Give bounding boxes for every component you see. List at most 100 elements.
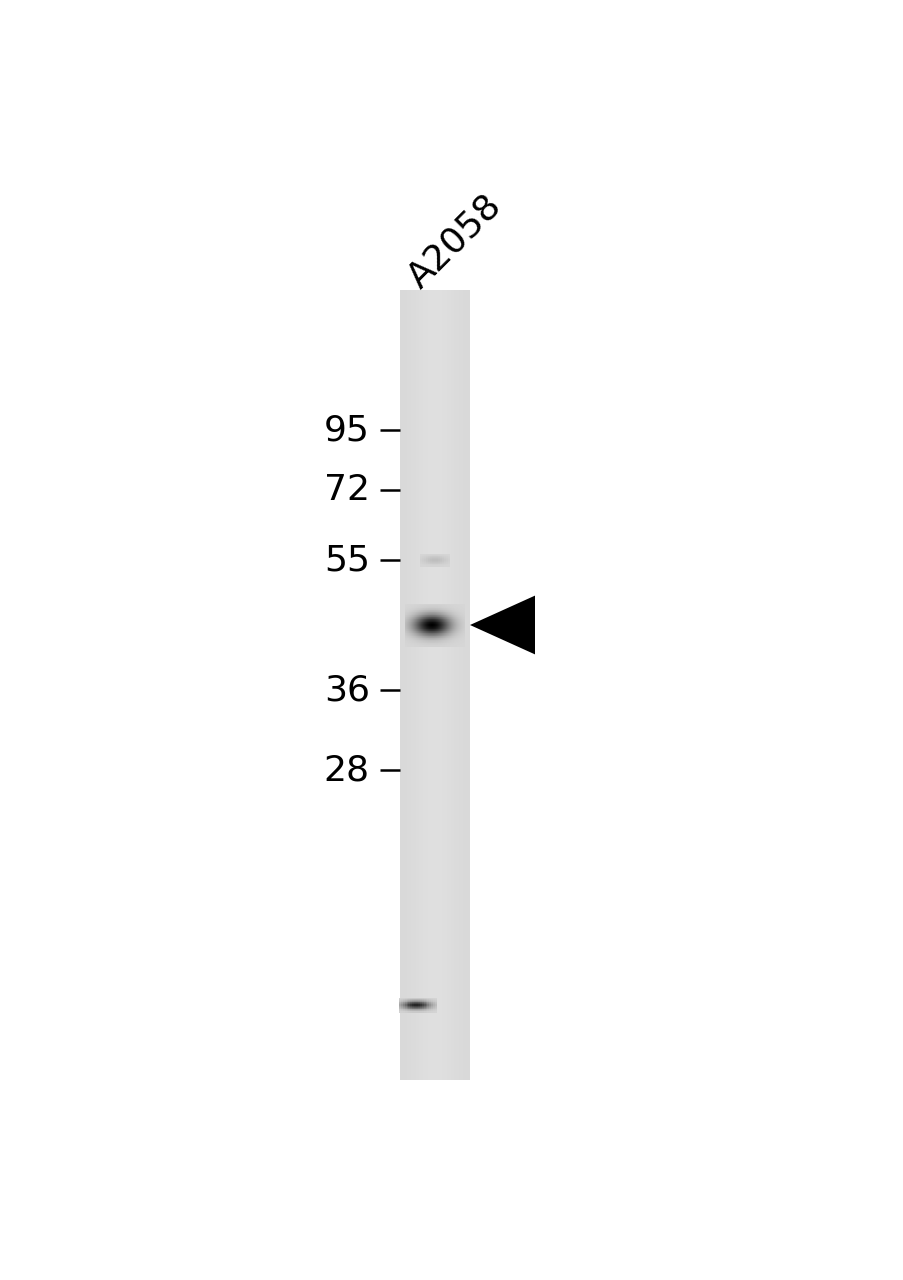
Bar [422,563,424,564]
Bar [423,291,424,1080]
Bar [464,291,466,1080]
Bar [445,554,448,556]
Bar [443,554,446,556]
Bar [447,291,448,1080]
Bar [449,291,450,1080]
Bar [433,566,436,567]
Bar [445,561,448,562]
Bar [440,556,442,557]
Bar [431,291,433,1080]
Bar [424,562,426,563]
Bar [422,561,424,562]
Bar [425,291,426,1080]
Bar [412,291,414,1080]
Bar [425,556,428,557]
Bar [424,291,425,1080]
Bar [432,558,434,559]
Bar [442,556,444,557]
Bar [443,564,446,566]
Bar [435,566,438,567]
Bar [448,566,450,567]
Bar [435,559,438,561]
Bar [443,566,446,567]
Bar [403,291,405,1080]
Bar [444,291,445,1080]
Bar [430,554,432,556]
Bar [443,563,446,564]
Bar [440,564,442,566]
Bar [450,291,451,1080]
Bar [401,291,403,1080]
Bar [435,563,438,564]
Bar [443,563,446,564]
Bar [442,563,444,564]
Bar [425,558,428,559]
Bar [443,561,446,562]
Bar [438,291,440,1080]
Bar [422,562,424,563]
Bar [420,554,422,556]
Bar [433,557,436,558]
Bar [442,554,444,556]
Bar [430,563,432,564]
Bar [441,291,442,1080]
Text: 72: 72 [323,474,369,507]
Bar [425,554,428,556]
Bar [428,291,430,1080]
Bar [448,559,450,561]
Bar [430,561,432,562]
Bar [430,556,432,557]
Bar [425,557,428,558]
Bar [410,291,412,1080]
Bar [458,291,460,1080]
Bar [442,559,444,561]
Bar [433,559,436,561]
Bar [434,291,436,1080]
Bar [432,566,434,567]
Bar [448,559,450,561]
Bar [425,559,428,561]
Bar [435,561,438,562]
Bar [438,561,440,562]
Bar [427,564,430,566]
Bar [425,564,428,566]
Bar [433,291,434,1080]
Bar [424,554,426,556]
Bar [432,556,434,557]
Bar [430,557,432,558]
Bar [445,562,448,563]
Bar [468,291,469,1080]
Bar [448,561,450,562]
Bar [440,558,442,559]
Bar [424,561,426,562]
Bar [445,558,448,559]
Bar [433,561,436,562]
Bar [427,559,430,561]
Bar [445,557,448,558]
Bar [420,563,422,564]
Bar [430,554,432,556]
Bar [440,562,442,563]
Bar [456,291,458,1080]
Bar [445,557,448,558]
Bar [445,559,448,561]
Bar [460,291,461,1080]
Bar [422,561,424,562]
Bar [427,557,430,558]
Bar [422,557,424,558]
Bar [425,566,428,567]
Bar [427,559,430,561]
Bar [448,291,449,1080]
Bar [438,561,440,562]
Bar [420,559,422,561]
Bar [427,556,430,557]
Bar [424,557,426,558]
Bar [430,291,432,1080]
Bar [448,564,450,566]
Bar [443,556,446,557]
Bar [429,291,431,1080]
Bar [435,554,438,556]
Bar [411,291,413,1080]
Bar [420,562,422,563]
Bar [445,563,448,564]
